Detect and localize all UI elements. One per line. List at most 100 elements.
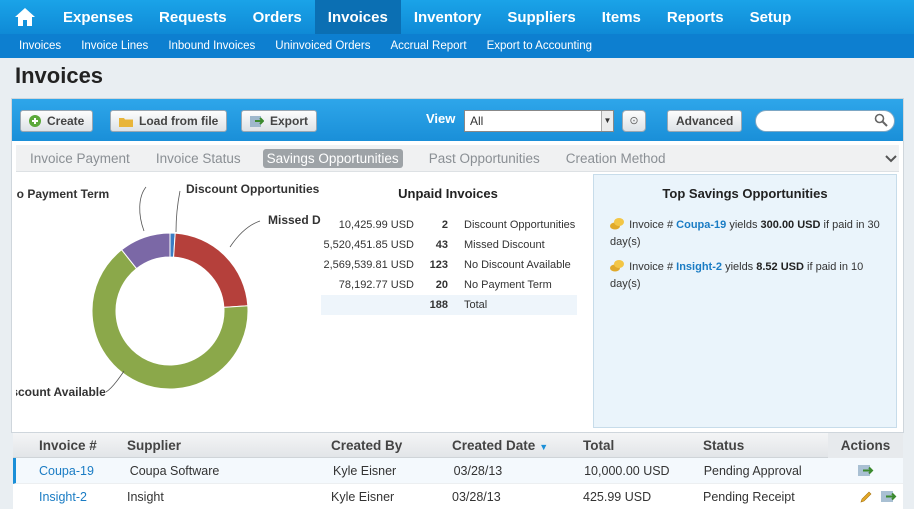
tab-invoice-status[interactable]: Invoice Status xyxy=(155,150,241,166)
subnav-inbound-invoices[interactable]: Inbound Invoices xyxy=(168,40,256,52)
nav-tab-invoices[interactable]: Invoices xyxy=(314,0,401,34)
unpaid-total-label: Total xyxy=(464,299,488,311)
tab-past-opportunities[interactable]: Past Opportunities xyxy=(428,150,540,166)
leader-line xyxy=(105,370,125,393)
label-no-payment-term: No Payment Term xyxy=(16,187,109,201)
unpaid-invoices-table: 10,425.99 USD 2 Discount Opportunities 5… xyxy=(321,215,577,315)
dashboard-tabs: Invoice Payment Invoice Status Savings O… xyxy=(16,145,899,172)
unpaid-count: 123 xyxy=(429,259,448,271)
savings-suffix: if paid in 10 day(s) xyxy=(610,261,864,290)
unpaid-amount: 78,192.77 USD xyxy=(338,279,414,291)
savings-amount: 300.00 USD xyxy=(760,219,821,231)
donut-slice-missed-discount[interactable] xyxy=(173,232,249,308)
savings-mid: yields xyxy=(729,219,758,231)
plus-circle-icon xyxy=(29,115,41,127)
unpaid-total-row: 188 Total xyxy=(321,295,577,315)
view-options-button[interactable]: ⊙ xyxy=(622,110,646,132)
search-icon[interactable] xyxy=(874,113,888,127)
col-status[interactable]: Status xyxy=(703,437,745,453)
table-row[interactable]: Insight-2 Insight Kyle Eisner 03/28/13 4… xyxy=(13,484,903,509)
coins-icon xyxy=(610,218,624,230)
nav-tab-orders[interactable]: Orders xyxy=(252,8,302,26)
tab-invoice-payment[interactable]: Invoice Payment xyxy=(30,150,130,166)
leader-line xyxy=(139,186,147,232)
main-nav: Expenses Requests Orders Invoices Invent… xyxy=(0,0,914,34)
export-icon[interactable] xyxy=(857,464,874,477)
load-button-label: Load from file xyxy=(139,114,219,128)
col-invoice-number[interactable]: Invoice # xyxy=(39,437,97,453)
leader-line xyxy=(175,190,181,233)
chevron-down-icon: ▼ xyxy=(601,111,613,131)
col-total[interactable]: Total xyxy=(583,437,615,453)
cell-total: 425.99 USD xyxy=(583,489,652,504)
nav-tab-requests[interactable]: Requests xyxy=(159,8,227,26)
col-actions: Actions xyxy=(828,432,903,458)
cell-created-date: 03/28/13 xyxy=(453,463,503,478)
col-created-by[interactable]: Created By xyxy=(331,437,403,453)
create-button-label: Create xyxy=(47,114,85,128)
unpaid-label: Missed Discount xyxy=(464,239,545,251)
nav-tab-setup[interactable]: Setup xyxy=(749,8,792,26)
unpaid-label: No Payment Term xyxy=(464,279,552,291)
nav-tab-expenses[interactable]: Expenses xyxy=(63,8,134,26)
savings-invoice-link[interactable]: Coupa-19 xyxy=(676,219,727,231)
invoices-table: Invoice # Supplier Created By Created Da… xyxy=(13,432,903,509)
savings-suffix: if paid in 30 day(s) xyxy=(610,219,880,248)
donut-slice-no-payment-term[interactable] xyxy=(120,232,171,270)
unpaid-invoices-title: Unpaid Invoices xyxy=(398,186,498,201)
col-created-date[interactable]: Created Date ▼ xyxy=(452,438,583,453)
subnav-export-accounting[interactable]: Export to Accounting xyxy=(486,40,593,52)
top-savings-panel: Top Savings Opportunities Invoice # Coup… xyxy=(593,174,897,428)
export-icon[interactable] xyxy=(881,490,897,503)
savings-prefix: Invoice # xyxy=(629,219,674,231)
label-discount-opportunities: Discount Opportunities xyxy=(186,182,320,196)
toolbar: Create Load from file Export View All ▼ … xyxy=(12,99,903,141)
nav-tab-reports[interactable]: Reports xyxy=(666,8,724,26)
nav-tab-suppliers[interactable]: Suppliers xyxy=(507,8,576,26)
cell-supplier: Coupa Software xyxy=(129,463,220,478)
unpaid-amount: 5,520,451.85 USD xyxy=(323,239,414,251)
savings-item: Invoice # Coupa-19 yields 300.00 USD if … xyxy=(610,217,890,251)
export-icon xyxy=(250,116,264,127)
unpaid-label: Discount Opportunities xyxy=(464,219,576,231)
col-supplier[interactable]: Supplier xyxy=(127,437,182,453)
donut-slice-no-discount-available[interactable] xyxy=(91,249,249,390)
invoice-link[interactable]: Insight-2 xyxy=(39,489,87,504)
advanced-button-label: Advanced xyxy=(676,114,734,128)
load-from-file-button[interactable]: Load from file xyxy=(110,110,228,132)
tab-creation-method[interactable]: Creation Method xyxy=(565,150,666,166)
pencil-icon[interactable] xyxy=(859,490,873,504)
dashboard-panel: Create Load from file Export View All ▼ … xyxy=(11,98,904,433)
unpaid-total-count: 188 xyxy=(429,299,448,311)
unpaid-count: 2 xyxy=(441,219,448,231)
table-row[interactable]: Coupa-19 Coupa Software Kyle Eisner 03/2… xyxy=(13,458,903,484)
top-savings-title: Top Savings Opportunities xyxy=(662,186,828,201)
subnav-uninvoiced-orders[interactable]: Uninvoiced Orders xyxy=(275,40,371,52)
coins-icon xyxy=(610,260,624,272)
view-select-value: All xyxy=(470,114,484,128)
cell-status: Pending Approval xyxy=(703,463,802,478)
subnav-accrual-report[interactable]: Accrual Report xyxy=(390,40,467,52)
view-select[interactable]: All ▼ xyxy=(464,110,614,132)
nav-tab-items[interactable]: Items xyxy=(601,8,641,26)
savings-donut-chart: No Payment Term Discount Opportunities M… xyxy=(16,182,321,399)
export-button[interactable]: Export xyxy=(241,110,318,132)
tab-savings-opportunities[interactable]: Savings Opportunities xyxy=(262,148,403,168)
label-no-discount-available: No Discount Available xyxy=(16,385,106,399)
nav-tab-inventory[interactable]: Inventory xyxy=(413,8,482,26)
subnav-invoice-lines[interactable]: Invoice Lines xyxy=(81,40,149,52)
label-missed-discount: Missed Discount xyxy=(268,213,321,227)
chevron-down-icon[interactable] xyxy=(883,151,899,165)
invoice-link[interactable]: Coupa-19 xyxy=(39,463,94,478)
create-button[interactable]: Create xyxy=(20,110,94,132)
advanced-button[interactable]: Advanced xyxy=(667,110,743,132)
savings-prefix: Invoice # xyxy=(629,261,674,273)
savings-invoice-link[interactable]: Insight-2 xyxy=(676,261,722,273)
cell-supplier: Insight xyxy=(127,489,164,504)
search-input[interactable] xyxy=(755,110,895,132)
table-header: Invoice # Supplier Created By Created Da… xyxy=(13,432,903,458)
home-icon[interactable] xyxy=(0,0,50,34)
savings-item: Invoice # Insight-2 yields 8.52 USD if p… xyxy=(610,259,890,293)
subnav-invoices[interactable]: Invoices xyxy=(19,40,62,52)
unpaid-amount: 10,425.99 USD xyxy=(338,219,414,231)
